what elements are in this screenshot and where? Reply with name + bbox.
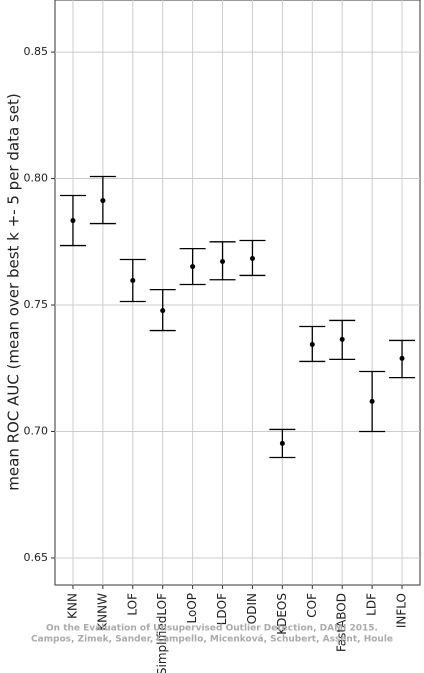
x-tick-label: KNNW — [95, 593, 109, 631]
x-tick-label: LoOP — [185, 593, 199, 624]
x-tick-label: FastABOD — [335, 593, 349, 652]
x-tick-label: LDOF — [215, 593, 229, 625]
point — [399, 355, 405, 361]
x-tick-label: SimplifiedLOF — [155, 593, 169, 673]
x-tick-label: LOF — [125, 593, 139, 616]
point — [249, 255, 255, 261]
point — [70, 218, 76, 224]
point — [279, 440, 285, 446]
y-tick-label: 0.70 — [24, 424, 49, 437]
point — [160, 308, 166, 314]
x-tick-label: INFLO — [395, 593, 409, 628]
x-tick-label: KNN — [65, 593, 79, 619]
point — [339, 336, 345, 342]
y-tick-label: 0.80 — [24, 172, 49, 185]
point — [100, 198, 106, 204]
point — [309, 341, 315, 347]
watermark: On the Evaluation of Unsupervised Outlie… — [46, 624, 378, 634]
y-tick-label: 0.65 — [24, 551, 49, 564]
y-tick-label: 0.85 — [24, 45, 49, 58]
point — [220, 259, 226, 265]
x-tick-label: KDEOS — [275, 593, 289, 635]
y-axis-label: mean ROC AUC (mean over best k +- 5 per … — [5, 93, 23, 490]
point — [190, 264, 196, 270]
x-tick-label: COF — [305, 593, 319, 618]
watermark: Campos, Zimek, Sander, Campello, Micenko… — [31, 635, 393, 645]
x-tick-label: ODIN — [245, 593, 259, 624]
point — [369, 398, 375, 404]
y-tick-label: 0.75 — [24, 298, 49, 311]
plot-panel — [54, 0, 421, 586]
x-tick-label: LDF — [365, 593, 379, 616]
point — [130, 277, 136, 283]
